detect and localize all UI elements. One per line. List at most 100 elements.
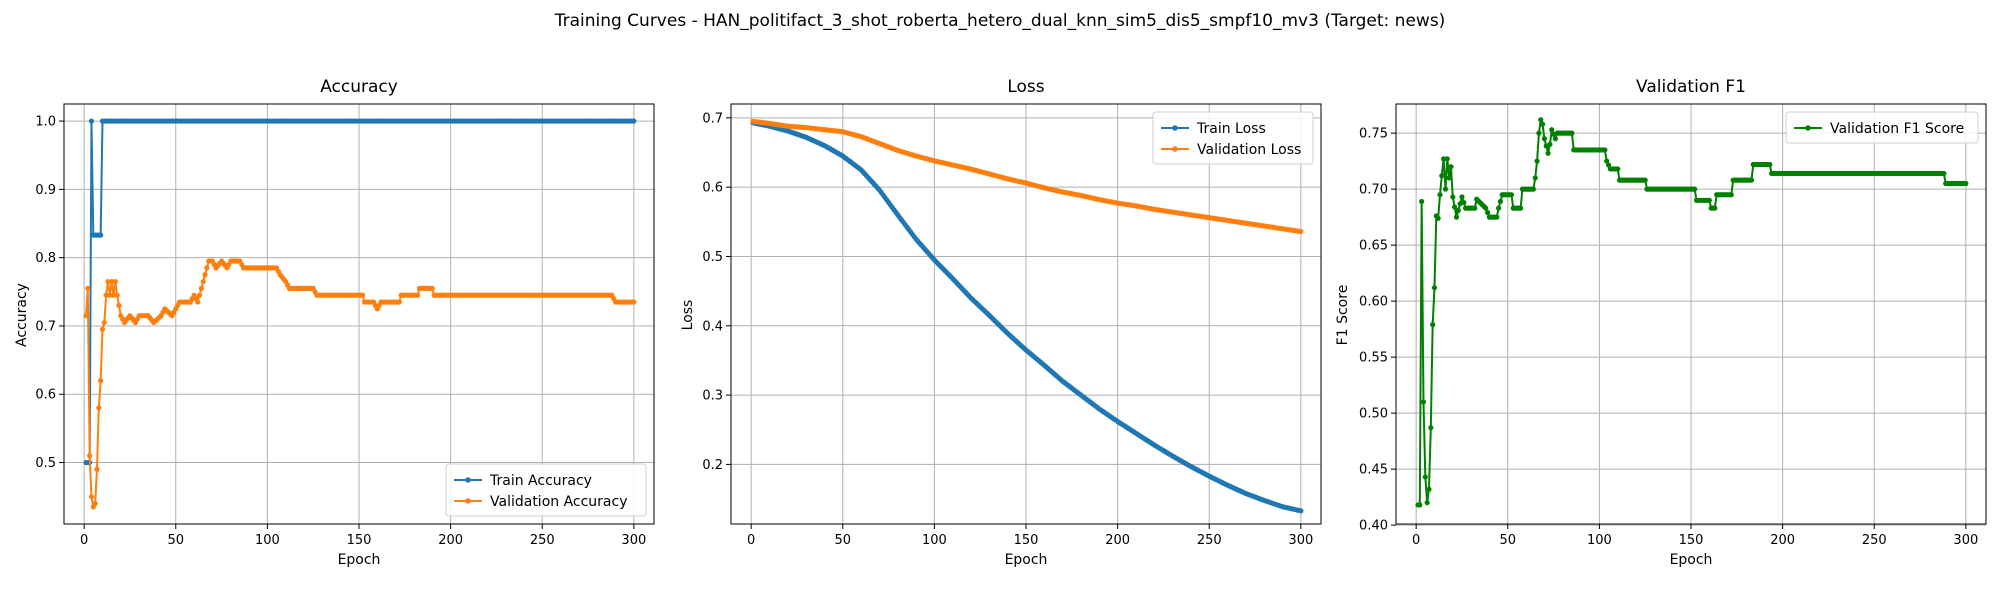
validation-f1-ytick-label: 0.50 <box>1359 407 1388 422</box>
accuracy-xtick-label: 150 <box>347 533 372 548</box>
validation-f1-score-legend-label: Validation F1 Score <box>1830 121 1964 137</box>
validation-f1-score-point <box>1712 205 1718 211</box>
validation-f1-score-point <box>1444 156 1450 162</box>
loss-ytick-label: 0.5 <box>702 250 723 265</box>
validation-f1-ticks: 0 50 100 150 200 250 300 0.40 0.45 0.50 0.55 0.60 0.… <box>1359 127 1978 548</box>
validation-f1-score-point <box>1534 158 1540 164</box>
validation-f1-xtick-label: 150 <box>1679 533 1704 548</box>
loss-xtick-label: 100 <box>922 533 947 548</box>
validation-accuracy-point <box>85 285 91 291</box>
validation-f1-score-point <box>1541 136 1548 142</box>
accuracy-ytick-label: 0.7 <box>35 319 56 334</box>
accuracy-ytick-label: 0.5 <box>35 456 56 471</box>
validation-accuracy-point <box>105 278 111 285</box>
validation-f1-score-line <box>1417 118 1966 506</box>
loss-axes-frame <box>730 103 1322 525</box>
train-accuracy-legend-label: Train Accuracy <box>489 473 592 489</box>
validation-accuracy-point <box>114 292 120 298</box>
loss-ytick-label: 0.6 <box>702 181 723 196</box>
validation-loss-series <box>750 118 1304 235</box>
validation-f1-xtick-label: 300 <box>1953 533 1978 548</box>
validation-accuracy-point <box>195 299 201 305</box>
validation-f1-score-point <box>1485 210 1491 216</box>
validation-f1-score-legend-marker <box>1805 125 1811 131</box>
validation-f1-grid <box>1396 104 1986 526</box>
validation-f1-score-point <box>1547 141 1553 147</box>
validation-f1-title: Validation F1 <box>1636 77 1746 97</box>
validation-accuracy-point <box>107 292 113 298</box>
validation-f1-score-point <box>1448 164 1454 170</box>
validation-f1-score-point <box>1494 214 1500 220</box>
validation-f1-xtick-label: 250 <box>1862 533 1887 548</box>
validation-accuracy-point <box>204 265 210 271</box>
validation-accuracy-point <box>88 494 95 500</box>
validation-accuracy-point <box>94 466 100 472</box>
validation-f1-score-point <box>1549 127 1555 133</box>
accuracy-legend-box <box>445 463 647 517</box>
validation-f1-score-point <box>1446 175 1452 181</box>
validation-accuracy-point <box>631 299 637 305</box>
loss-xtick-label: 250 <box>1197 533 1222 548</box>
validation-f1-xlabel: Epoch <box>1670 552 1713 568</box>
loss-xtick-label: 50 <box>834 533 851 548</box>
validation-f1-ytick-label: 0.45 <box>1359 463 1388 478</box>
accuracy-xtick-label: 250 <box>530 533 555 548</box>
validation-accuracy-point <box>116 302 122 309</box>
validation-f1-score-point <box>1530 186 1537 192</box>
validation-f1-score-point <box>1508 192 1515 198</box>
validation-accuracy-point <box>202 272 208 278</box>
validation-accuracy-point <box>96 405 102 411</box>
validation-f1-score-point <box>1437 192 1443 198</box>
accuracy-panel: Accuracy Epoch Accuracy 0 50 100 150 200 250 3… <box>14 77 655 568</box>
train-accuracy-point <box>98 232 104 238</box>
validation-f1-panel: Validation F1 Epoch F1 Score 0 50 100 150 20… <box>1335 77 1987 568</box>
validation-f1-ytick-label: 0.55 <box>1359 351 1388 366</box>
validation-f1-ylabel: F1 Score <box>1335 285 1351 346</box>
validation-f1-legend-box <box>1785 111 1979 144</box>
validation-f1-score-point <box>1450 194 1456 200</box>
accuracy-ytick-label: 1.0 <box>35 115 56 130</box>
loss-xtick-label: 200 <box>1105 533 1130 548</box>
validation-f1-ytick-label: 0.75 <box>1359 127 1388 142</box>
validation-accuracy-point <box>98 377 104 384</box>
validation-f1-xtick-label: 50 <box>1499 533 1516 548</box>
validation-f1-score-point <box>1483 205 1489 211</box>
validation-f1-score-point <box>1602 147 1608 153</box>
validation-accuracy-legend-marker <box>465 498 471 504</box>
validation-f1-ytick-label: 0.60 <box>1359 295 1388 310</box>
accuracy-ylabel: Accuracy <box>14 283 30 347</box>
train-loss-point <box>1298 508 1304 514</box>
loss-ticks: 0 50 100 150 200 250 300 0.2 0.3 0.4 0.5 0.6 0.7 <box>702 111 1313 548</box>
validation-f1-score-point <box>1552 136 1559 142</box>
loss-xtick-label: 150 <box>1014 533 1039 548</box>
validation-accuracy-point <box>396 299 402 305</box>
validation-f1-score-point <box>1461 199 1467 206</box>
train-loss-legend-label: Train Loss <box>1196 121 1266 137</box>
validation-accuracy-point <box>92 500 98 507</box>
accuracy-xtick-label: 300 <box>621 533 646 548</box>
validation-f1-score-series <box>1415 117 1969 508</box>
loss-xtick-label: 0 <box>747 533 755 548</box>
validation-f1-score-point <box>1424 500 1430 506</box>
accuracy-xlabel: Epoch <box>338 552 381 568</box>
validation-accuracy-point <box>99 326 106 332</box>
validation-accuracy-point <box>103 292 109 298</box>
accuracy-ticks: 0 50 100 150 200 250 300 0.5 0.6 0.7 0.8 0.9 1.0 <box>35 115 646 548</box>
loss-title: Loss <box>1007 77 1044 97</box>
loss-legend-box <box>1152 111 1314 165</box>
validation-f1-score-point <box>1532 175 1538 181</box>
validation-f1-score-point <box>1569 130 1575 136</box>
validation-loss-legend-label: Validation Loss <box>1197 142 1301 158</box>
validation-f1-score-point <box>1417 502 1423 508</box>
accuracy-grid <box>64 104 654 524</box>
validation-f1-score-point <box>1941 170 1947 177</box>
train-accuracy-line <box>85 120 634 464</box>
validation-f1-score-point <box>1428 425 1434 431</box>
train-accuracy-series <box>83 118 637 466</box>
train-accuracy-legend-marker <box>465 477 471 483</box>
validation-accuracy-legend-label: Validation Accuracy <box>490 494 628 510</box>
validation-accuracy-point <box>415 292 421 298</box>
train-loss-legend-marker <box>1172 125 1178 131</box>
validation-f1-score-point <box>1767 161 1773 168</box>
